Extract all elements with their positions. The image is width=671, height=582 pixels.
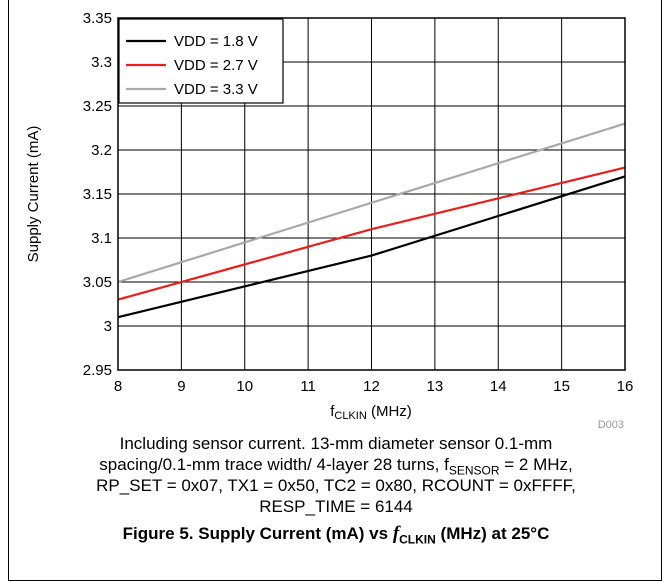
chart-note: Including sensor current. 13-mm diameter…: [20, 433, 652, 517]
x-tick-label: 9: [177, 378, 185, 395]
x-tick-label: 14: [490, 378, 507, 395]
series-line-1: [117, 175, 626, 319]
note-line-3: RP_SET = 0x07, TX1 = 0x50, TC2 = 0x80, R…: [96, 476, 576, 495]
y-tick-label: 3.25: [83, 98, 112, 115]
x-tick-label: 12: [363, 378, 380, 395]
y-tick-label: 3.05: [83, 274, 112, 291]
y-tick-labels: 2.95 3 3.05 3.1 3.15 3.2 3.25 3.3 3.35: [83, 10, 112, 379]
series-lines: [117, 122, 626, 319]
x-tick-labels: 8 9 10 11 12 13 14 15 16: [114, 378, 634, 395]
note-line-2: spacing/0.1-mm trace width/ 4-layer 28 t…: [99, 455, 573, 478]
legend: VDD = 1.8 V VDD = 2.7 V VDD = 3.3 V: [118, 18, 284, 104]
note-line-1: Including sensor current. 13-mm diameter…: [119, 434, 553, 453]
y-axis-label: Supply Current (mA): [25, 126, 42, 263]
x-tick-label: 10: [236, 378, 253, 395]
x-tick-label: 8: [114, 378, 122, 395]
x-tick-label: 15: [553, 378, 570, 395]
x-tick-label: 11: [300, 378, 316, 395]
supply-current-chart: 8 9 10 11 12 13 14 15 16 2.95 3 3.05 3.1 3.15 3.2 3.25…: [25, 10, 634, 431]
figure-frame: [8, 0, 662, 581]
legend-label-3: VDD = 3.3 V: [174, 81, 258, 98]
series-line-3: [117, 122, 626, 284]
figure-caption: Figure 5. Supply Current (mA) vs fCLKIN …: [122, 523, 550, 547]
legend-label-2: VDD = 2.7 V: [174, 57, 258, 74]
note-line-4: RESP_TIME = 6144: [259, 497, 413, 516]
y-tick-label: 3.2: [91, 142, 112, 159]
y-tick-label: 3.1: [91, 230, 112, 247]
plot-area-border: [117, 17, 626, 371]
x-tick-label: 13: [427, 378, 444, 395]
legend-label-1: VDD = 1.8 V: [174, 33, 258, 50]
y-tick-label: 2.95: [83, 362, 112, 379]
y-tick-label: 3.35: [83, 10, 112, 27]
y-tick-label: 3: [104, 318, 112, 335]
x-tick-label: 16: [617, 378, 634, 395]
y-tick-label: 3.3: [91, 54, 112, 71]
x-axis-label: fCLKIN (MHz): [330, 403, 412, 422]
y-tick-label: 3.15: [83, 186, 112, 203]
series-line-2: [117, 166, 626, 301]
figure-code-label: D003: [598, 419, 624, 431]
